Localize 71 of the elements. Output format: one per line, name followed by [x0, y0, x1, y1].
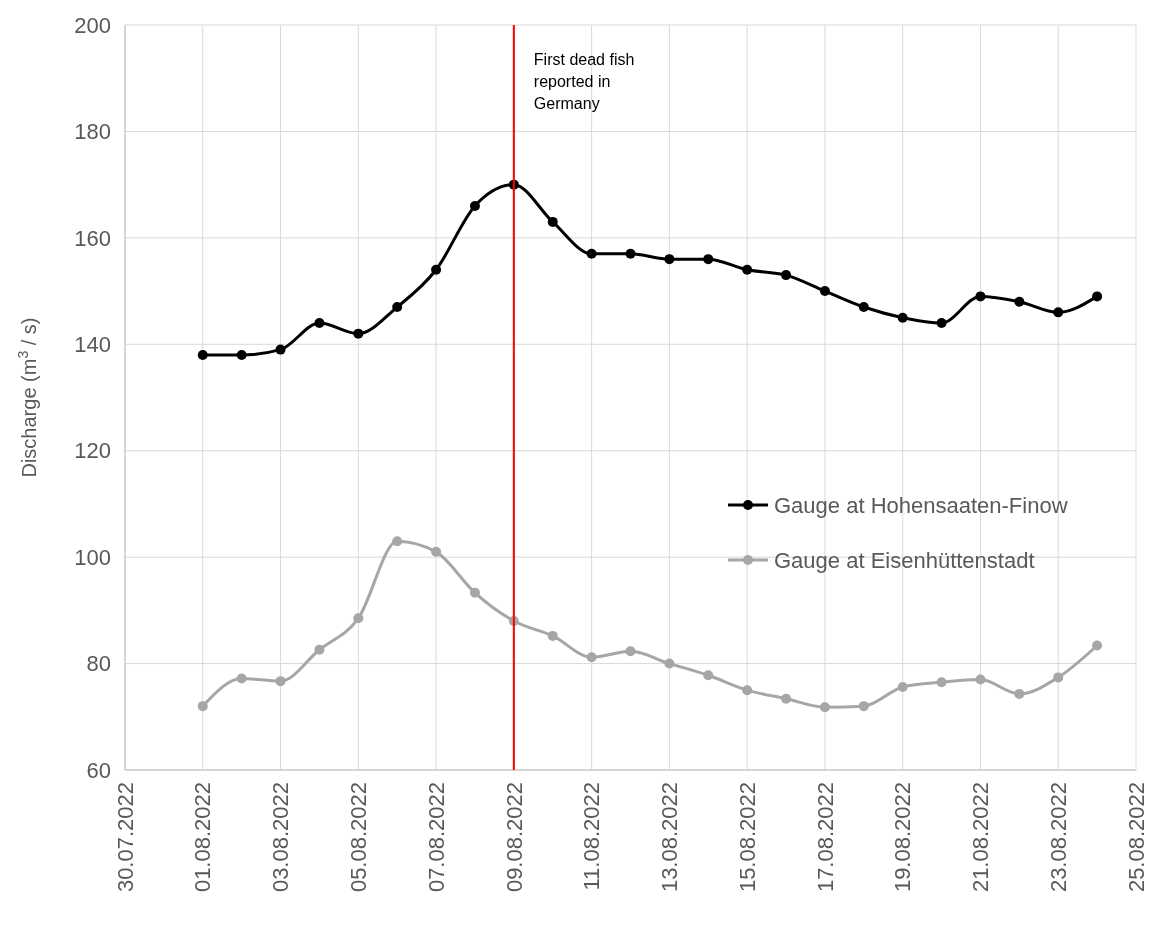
- point: [819, 702, 830, 713]
- x-tick-label: 19.08.2022: [890, 782, 916, 893]
- point: [236, 673, 247, 684]
- x-tick-label: 15.08.2022: [734, 782, 760, 893]
- legend-label: Gauge at Hohensaaten-Finow: [774, 492, 1068, 518]
- point: [897, 681, 908, 692]
- x-tick-label: 09.08.2022: [501, 782, 527, 893]
- y-tick-label: 200: [74, 12, 111, 38]
- point: [897, 312, 908, 323]
- point: [314, 318, 325, 328]
- point: [742, 264, 753, 275]
- x-tick-label: 25.08.2022: [1123, 782, 1149, 893]
- y-tick-label: 120: [74, 438, 111, 464]
- point: [275, 344, 286, 355]
- x-tick-label: 13.08.2022: [657, 782, 683, 893]
- y-tick-label: 140: [74, 331, 111, 357]
- point: [819, 286, 830, 297]
- point: [858, 302, 869, 313]
- point: [975, 674, 986, 685]
- y-tick-label: 180: [74, 119, 111, 145]
- point: [469, 587, 480, 598]
- point: [1092, 291, 1103, 302]
- point: [197, 349, 208, 360]
- x-tick-label: 23.08.2022: [1045, 782, 1071, 893]
- point: [742, 685, 753, 696]
- point: [586, 248, 597, 259]
- point: [975, 291, 986, 302]
- point: [431, 264, 442, 275]
- point: [781, 693, 792, 704]
- x-tick-label: 30.07.2022: [112, 782, 138, 893]
- point: [197, 701, 208, 712]
- x-tick-label: 21.08.2022: [968, 782, 994, 893]
- point: [236, 349, 247, 360]
- y-tick-label: 160: [74, 225, 111, 251]
- point: [353, 328, 364, 339]
- point: [625, 646, 636, 657]
- point: [1014, 296, 1025, 307]
- point: [275, 676, 286, 687]
- point: [353, 613, 364, 624]
- point: [703, 670, 714, 681]
- point: [781, 270, 792, 281]
- point: [431, 546, 442, 557]
- point: [1053, 672, 1064, 683]
- x-tick-label: 03.08.2022: [268, 782, 294, 893]
- x-tick-label: 07.08.2022: [423, 782, 449, 893]
- x-tick-label: 11.08.2022: [579, 782, 605, 891]
- point: [469, 200, 480, 211]
- point: [547, 216, 558, 227]
- point: [703, 254, 714, 265]
- x-tick-label: 05.08.2022: [346, 782, 372, 893]
- y-tick-label: 60: [86, 757, 111, 783]
- point: [314, 644, 325, 655]
- x-tick-label: 01.08.2022: [190, 782, 216, 893]
- point: [664, 658, 675, 669]
- point: [936, 677, 947, 688]
- point: [586, 652, 597, 663]
- point: [547, 630, 558, 641]
- y-tick-label: 80: [86, 651, 111, 677]
- point: [1092, 640, 1103, 651]
- y-tick-label: 100: [74, 544, 111, 570]
- point: [936, 318, 947, 328]
- point: [392, 536, 403, 547]
- ref-line-label: First dead fish reported in Germany: [533, 51, 635, 112]
- point: [664, 254, 675, 265]
- x-tick-label: 17.08.2022: [812, 782, 838, 893]
- legend-label: Gauge at Eisenhüttenstadt: [774, 547, 1035, 573]
- point: [1014, 688, 1025, 699]
- point: [858, 701, 869, 712]
- point: [625, 248, 636, 259]
- point: [392, 302, 403, 313]
- point: [1053, 307, 1064, 318]
